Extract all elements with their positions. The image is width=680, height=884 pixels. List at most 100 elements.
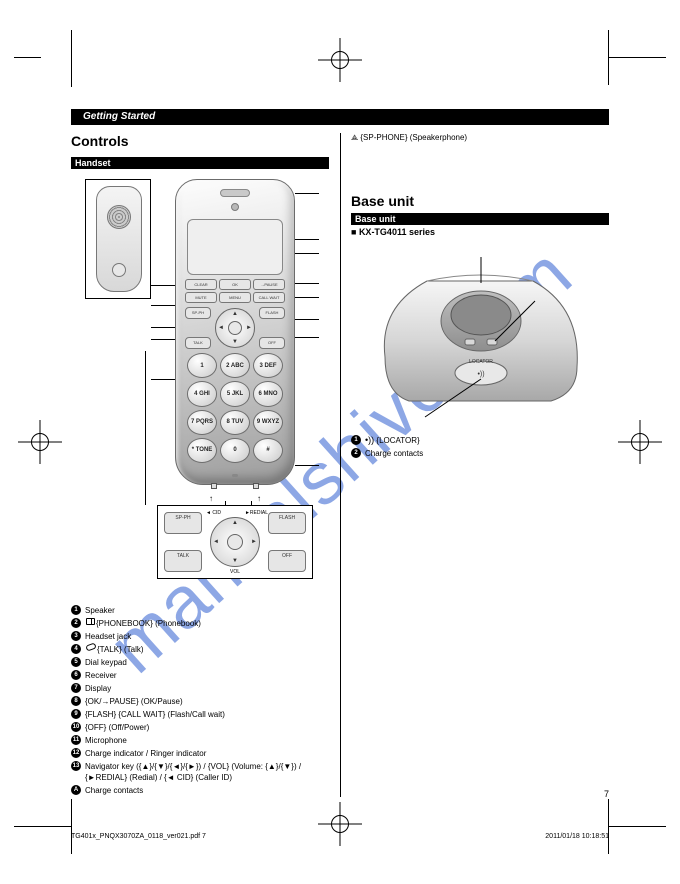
- callout-leader: [151, 285, 175, 286]
- nav-zoom-panel: SP-PH TALK FLASH OFF ▲ ▼ ◄ ► ◄ CID ►REDI…: [157, 505, 313, 579]
- list-item: 6Receiver: [71, 670, 329, 681]
- page-number: 7: [604, 789, 609, 799]
- key-3: 3 DEF: [253, 353, 283, 378]
- zoom-label-cid: ◄ CID: [206, 510, 221, 516]
- list-label: {LOCATOR}: [376, 435, 419, 446]
- header-category: Getting Started: [79, 109, 159, 125]
- list-label: {OFF} (Off/Power): [85, 722, 149, 733]
- callout-leader: [145, 351, 146, 505]
- charge-contact-right-icon: [253, 483, 259, 489]
- bullet-icon: 9: [71, 709, 81, 719]
- list-label: Headset jack: [85, 631, 131, 642]
- softkey-row: CLEAR OK →PAUSE: [185, 279, 285, 290]
- key-talk: TALK: [185, 337, 211, 349]
- list-item: 7 Display: [71, 683, 329, 694]
- key-star: * TONE: [187, 438, 217, 463]
- svg-text:•)): •)): [477, 371, 484, 378]
- callout-leader: [295, 297, 319, 298]
- callout-leader: [151, 327, 175, 328]
- bullet-icon: 7: [71, 683, 81, 693]
- bullet-icon: 12: [71, 748, 81, 758]
- phonebook-icon: [86, 618, 95, 625]
- nav-center-icon: [228, 321, 242, 335]
- callout-leader: [295, 253, 319, 254]
- key-1: 1: [187, 353, 217, 378]
- callout-leader: [295, 337, 319, 338]
- speaker-grille-icon: [107, 205, 131, 229]
- list-label: {SP-PHONE} (Speakerphone): [360, 133, 467, 142]
- key-5: 5 JKL: [220, 381, 250, 406]
- handset-callout-list: 1Speaker 2{PHONEBOOK} (Phonebook) 3Heads…: [71, 605, 329, 798]
- list-item: 4{TALK} (Talk): [71, 644, 329, 655]
- key-mute: MUTE: [185, 292, 217, 303]
- dial-keypad: 1 2 ABC 3 DEF 4 GHI 5 JKL 6 MNO 7 PQRS 8…: [187, 353, 283, 463]
- midkey-row: MUTE MENU CALL WAIT: [185, 292, 285, 303]
- list-item: 1•)) {LOCATOR}: [351, 435, 423, 446]
- charge-contact-left-icon: [211, 483, 217, 489]
- register-mark-top: [318, 38, 362, 82]
- crop-mark: [609, 57, 639, 58]
- list-label: Display: [85, 683, 111, 694]
- softkey-pause: →PAUSE: [253, 279, 285, 290]
- crop-mark: [71, 799, 72, 854]
- bullet-icon: 13: [71, 761, 81, 771]
- list-label: Speaker: [85, 605, 115, 616]
- zoom-label-redial: ►REDIAL: [245, 510, 268, 516]
- nav-cluster: SP-PH TALK FLASH OFF ▲ ▼ ◄ ►: [185, 307, 285, 349]
- section-title-controls: Controls: [71, 133, 129, 149]
- zoom-key-flash: FLASH: [268, 512, 306, 534]
- series-label: ■ KX-TG4011 series: [351, 227, 435, 237]
- list-item-spphone: ⟁ {SP-PHONE} (Speakerphone): [351, 133, 467, 143]
- list-item: ACharge contacts: [71, 785, 329, 796]
- page-content: Getting Started Controls Handset CLEAR O…: [71, 87, 609, 797]
- list-item: 5 Dial keypad: [71, 657, 329, 668]
- arrow-left-icon: ◄: [213, 539, 219, 545]
- bullet-icon: 11: [71, 735, 81, 745]
- callout-leader: [295, 239, 319, 240]
- handset-back-body: [96, 186, 142, 292]
- list-label: Dial keypad: [85, 657, 127, 668]
- callout-leader: [295, 283, 319, 284]
- softkey-ok: OK: [219, 279, 251, 290]
- arrow-down-icon: ▼: [232, 339, 238, 345]
- callout-leader: [295, 465, 319, 466]
- bullet-icon: 2: [351, 448, 361, 458]
- crop-mark: [71, 30, 72, 57]
- series-text: KX-TG4011 series: [359, 227, 435, 237]
- softkey-clear: CLEAR: [185, 279, 217, 290]
- key-0: 0: [220, 438, 250, 463]
- base-unit-svg: LOCATOR •)): [355, 247, 605, 427]
- list-label: Navigator key ({▲}/{▼}/{◄}/{►}) / {VOL} …: [85, 761, 329, 783]
- key-7: 7 PQRS: [187, 410, 217, 435]
- list-item: 13 Navigator key ({▲}/{▼}/{◄}/{►}) / {VOL…: [71, 761, 329, 783]
- crop-mark: [609, 826, 666, 827]
- register-mark-right: [618, 420, 662, 464]
- list-item: 2Charge contacts: [351, 448, 423, 459]
- handset-illustration: CLEAR OK →PAUSE MUTE MENU CALL WAIT SP-P…: [85, 179, 329, 579]
- arrow-right-icon: ►: [251, 539, 257, 545]
- nav-zoom-inner: SP-PH TALK FLASH OFF ▲ ▼ ◄ ► ◄ CID ►REDI…: [164, 512, 306, 572]
- subsection-title-baseunit: Base unit: [355, 213, 396, 225]
- callout-leader: [151, 305, 175, 306]
- arrow-up-icon: ▲: [232, 311, 238, 317]
- indicator-led-icon: [231, 203, 239, 211]
- zoom-key-talk: TALK: [164, 550, 202, 572]
- crop-mark: [14, 57, 41, 58]
- callout-leader: [295, 319, 319, 320]
- contact-arrow-icon: ↑: [257, 494, 261, 503]
- bullet-icon: 8: [71, 696, 81, 706]
- crop-mark: [14, 826, 71, 827]
- crop-mark: [608, 799, 609, 854]
- zoom-leader: [225, 501, 226, 505]
- zoom-nav-center-icon: [227, 534, 243, 550]
- register-mark-left: [18, 420, 62, 464]
- bullet-icon: 5: [71, 657, 81, 667]
- microphone-icon: [232, 474, 238, 477]
- bullet-icon: 6: [71, 670, 81, 680]
- callout-leader: [151, 339, 175, 340]
- callout-leader: [151, 379, 175, 380]
- list-item: 9{FLASH} {CALL WAIT} (Flash/Call wait): [71, 709, 329, 720]
- zoom-key-spphone: SP-PH: [164, 512, 202, 534]
- bullet-icon: 3: [71, 631, 81, 641]
- arrow-right-icon: ►: [246, 325, 252, 331]
